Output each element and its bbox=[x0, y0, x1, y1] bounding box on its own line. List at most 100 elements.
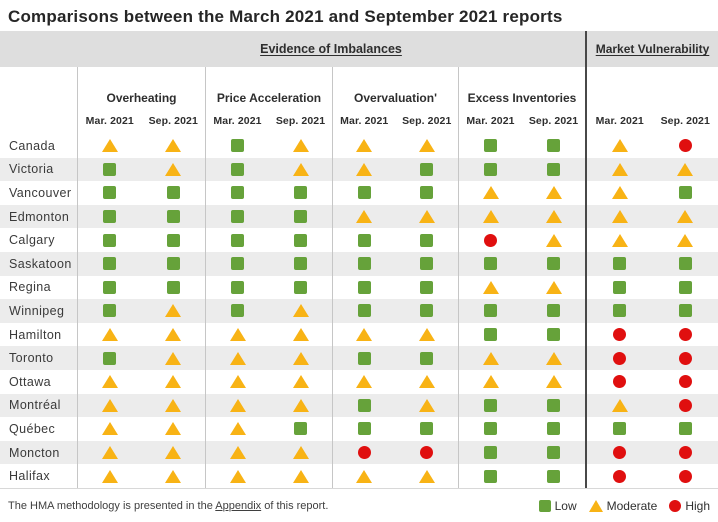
symbol-cell bbox=[142, 464, 206, 488]
high-icon bbox=[678, 398, 692, 412]
table-row: Canada bbox=[0, 134, 718, 158]
moderate-icon bbox=[356, 469, 373, 483]
rating-group bbox=[585, 251, 718, 276]
appendix-link[interactable]: Appendix bbox=[215, 500, 262, 512]
legend-item: Moderate bbox=[588, 499, 657, 513]
rating-group bbox=[77, 417, 205, 441]
low-icon bbox=[420, 233, 434, 247]
symbol-cell bbox=[333, 346, 396, 370]
symbol-cell bbox=[459, 276, 522, 300]
rating-group bbox=[585, 464, 718, 488]
page-title: Comparisons between the March 2021 and S… bbox=[8, 7, 563, 26]
symbol-cell bbox=[78, 181, 142, 205]
symbol-cell bbox=[653, 252, 718, 276]
symbol-cell bbox=[459, 134, 522, 158]
moderate-icon bbox=[356, 328, 373, 342]
symbol-cell bbox=[333, 323, 396, 347]
moderate-icon bbox=[611, 162, 628, 176]
symbol-cell bbox=[206, 464, 269, 488]
rating-group bbox=[332, 440, 459, 465]
table-row: Montréal bbox=[0, 393, 718, 418]
symbol-cell bbox=[269, 181, 332, 205]
symbol-cell bbox=[396, 205, 459, 229]
rating-group bbox=[458, 134, 585, 158]
overvaluation-periods: Mar. 2021 Sep. 2021 bbox=[333, 107, 458, 134]
legend: Low Moderate High bbox=[538, 499, 710, 513]
symbol-cell bbox=[653, 394, 718, 418]
moderate-icon bbox=[229, 469, 246, 483]
rating-group bbox=[205, 181, 332, 205]
legend-label: High bbox=[685, 499, 710, 513]
moderate-icon bbox=[418, 398, 435, 412]
symbol-cell bbox=[206, 299, 269, 323]
rating-group bbox=[458, 464, 585, 488]
price-acceleration-label: Price Acceleration bbox=[216, 91, 322, 105]
symbol-cell bbox=[333, 228, 396, 252]
low-icon bbox=[678, 280, 692, 294]
symbol-cell bbox=[333, 417, 396, 441]
rating-group bbox=[205, 440, 332, 465]
rating-group bbox=[458, 346, 585, 370]
moderate-icon bbox=[418, 469, 435, 483]
city-label: Halifax bbox=[9, 469, 51, 484]
symbol-cell bbox=[587, 346, 653, 370]
symbol-cell bbox=[269, 134, 332, 158]
low-icon bbox=[484, 469, 497, 483]
symbol-cell bbox=[333, 299, 396, 323]
symbol-cell bbox=[333, 441, 396, 465]
market-vulnerability-periods: Mar. 2021 Sep. 2021 bbox=[587, 107, 718, 134]
moderate-icon bbox=[611, 398, 628, 412]
table-row: Toronto bbox=[0, 346, 718, 370]
rating-group bbox=[205, 228, 332, 252]
rating-group bbox=[77, 181, 205, 205]
low-icon bbox=[420, 186, 434, 200]
legend-item: Low bbox=[538, 499, 577, 513]
moderate-icon bbox=[292, 162, 309, 176]
symbol-cell bbox=[396, 299, 459, 323]
low-icon bbox=[420, 304, 434, 318]
symbol-cell bbox=[653, 299, 718, 323]
rating-group bbox=[205, 251, 332, 276]
table-body: Canada Victoria Vancouver Edmonton Calgary Sa… bbox=[0, 134, 718, 489]
moderate-icon bbox=[356, 375, 373, 389]
symbol-cell bbox=[269, 252, 332, 276]
moderate-icon bbox=[677, 210, 694, 224]
note-prefix: The HMA methodology is presented in the bbox=[8, 500, 216, 512]
symbol-cell bbox=[459, 441, 522, 465]
low-icon bbox=[547, 398, 560, 412]
low-icon bbox=[484, 422, 497, 436]
rating-group bbox=[458, 181, 585, 205]
moderate-icon bbox=[165, 139, 182, 153]
low-icon bbox=[547, 139, 560, 153]
rating-group bbox=[332, 275, 458, 300]
low-icon bbox=[294, 422, 307, 436]
symbol-cell bbox=[653, 346, 718, 370]
rating-group bbox=[332, 251, 458, 276]
high-icon bbox=[678, 469, 692, 483]
low-icon bbox=[613, 280, 627, 294]
low-icon bbox=[294, 257, 307, 271]
symbol-cell bbox=[522, 252, 585, 276]
symbol-cell bbox=[522, 205, 585, 229]
high-icon bbox=[669, 500, 682, 512]
symbol-cell bbox=[396, 441, 459, 465]
low-icon bbox=[357, 422, 371, 436]
rating-group bbox=[205, 417, 332, 441]
legend-item: High bbox=[669, 499, 710, 513]
moderate-icon bbox=[165, 162, 182, 176]
low-icon bbox=[357, 257, 371, 271]
symbol-cell bbox=[78, 394, 142, 418]
moderate-icon bbox=[101, 469, 118, 483]
rating-group bbox=[77, 134, 205, 158]
city-label: Hamilton bbox=[9, 327, 62, 342]
city-label: Québec bbox=[9, 421, 56, 436]
rating-group bbox=[332, 157, 458, 182]
low-icon bbox=[103, 304, 117, 318]
symbol-cell bbox=[78, 299, 142, 323]
rating-group bbox=[458, 157, 585, 182]
low-icon bbox=[420, 351, 434, 365]
figure-footer: The HMA methodology is presented in the … bbox=[0, 489, 718, 513]
low-icon bbox=[103, 162, 117, 176]
city-label: Toronto bbox=[9, 351, 54, 366]
symbol-cell bbox=[269, 205, 332, 229]
